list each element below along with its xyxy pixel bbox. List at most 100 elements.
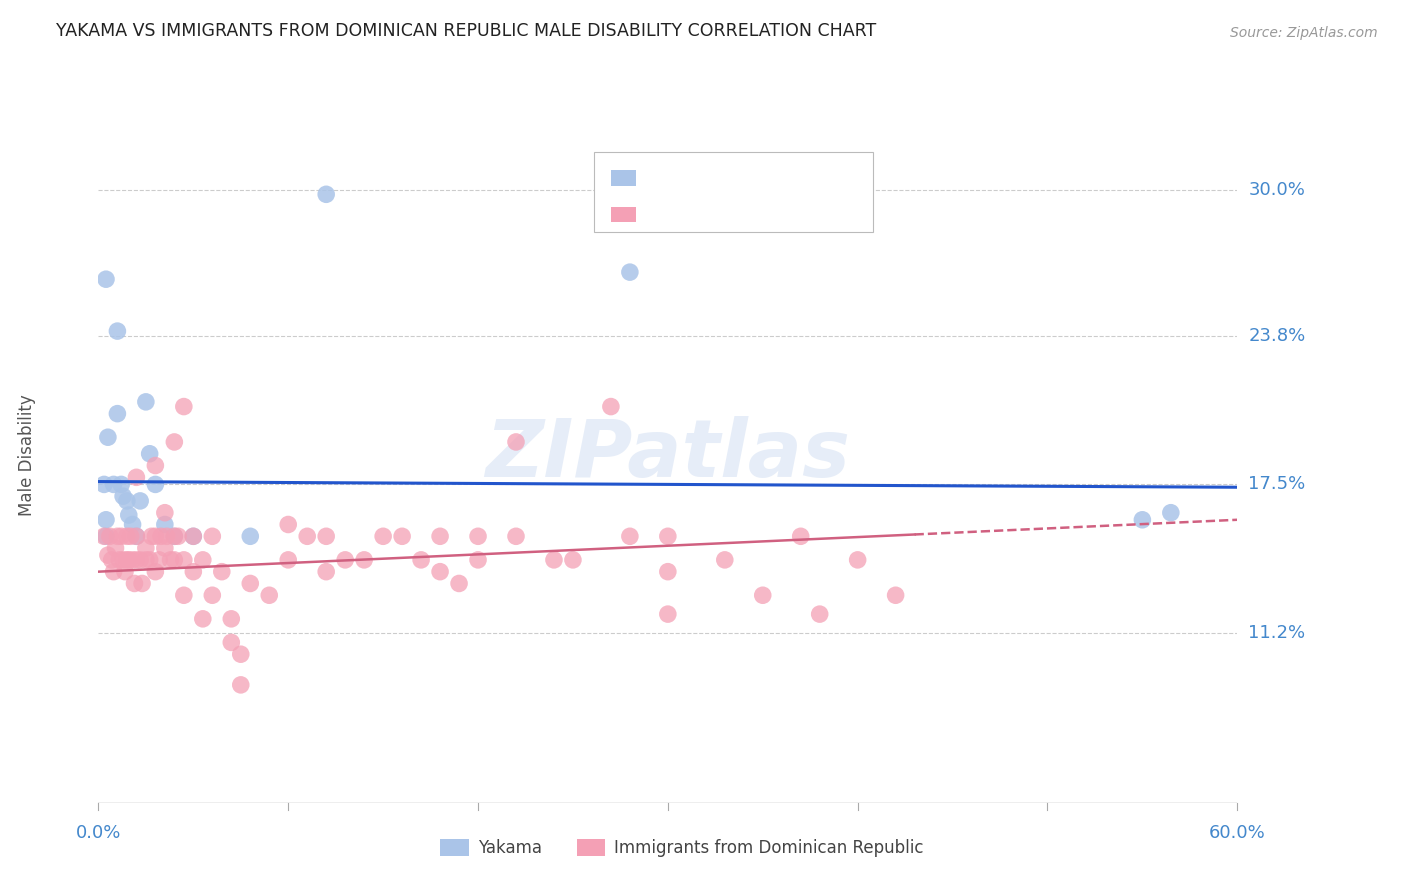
- Text: R =  0.155   N = 82: R = 0.155 N = 82: [650, 206, 825, 224]
- Point: [94, 272, 117, 286]
- Point: [163, 529, 186, 543]
- Point: [371, 529, 394, 543]
- Point: [259, 588, 281, 602]
- Point: [156, 529, 179, 543]
- Text: Yakama: Yakama: [478, 838, 541, 856]
- Point: [115, 553, 138, 567]
- Point: [107, 407, 129, 421]
- Point: [118, 553, 141, 567]
- Point: [121, 553, 143, 567]
- Point: [201, 529, 224, 543]
- Bar: [612, 207, 636, 222]
- Point: [145, 458, 167, 473]
- Point: [107, 529, 129, 543]
- Point: [391, 529, 413, 543]
- Point: [159, 553, 181, 567]
- Point: [138, 553, 160, 567]
- Point: [543, 553, 565, 567]
- Point: [714, 553, 737, 567]
- Point: [229, 678, 252, 692]
- Point: [110, 529, 132, 543]
- Text: 11.2%: 11.2%: [1249, 624, 1306, 642]
- Point: [884, 588, 907, 602]
- Point: [790, 529, 813, 543]
- Text: 0.0%: 0.0%: [76, 823, 121, 842]
- Text: 17.5%: 17.5%: [1249, 475, 1306, 493]
- Point: [103, 477, 125, 491]
- Point: [138, 447, 160, 461]
- Point: [163, 553, 186, 567]
- Point: [163, 529, 186, 543]
- Point: [429, 565, 451, 579]
- Point: [112, 553, 135, 567]
- Point: [124, 576, 146, 591]
- Point: [173, 400, 195, 414]
- Point: [657, 529, 679, 543]
- Point: [846, 553, 869, 567]
- Point: [467, 553, 489, 567]
- Point: [121, 517, 143, 532]
- Point: [135, 541, 157, 555]
- Point: [125, 529, 148, 543]
- Text: 23.8%: 23.8%: [1249, 326, 1306, 345]
- Point: [97, 548, 120, 562]
- Point: [100, 553, 122, 567]
- Point: [211, 565, 233, 579]
- Point: [150, 529, 173, 543]
- Text: Immigrants from Dominican Republic: Immigrants from Dominican Republic: [614, 838, 924, 856]
- Point: [411, 553, 433, 567]
- Bar: [576, 839, 605, 856]
- Point: [600, 400, 623, 414]
- Point: [115, 494, 138, 508]
- Point: [129, 494, 152, 508]
- Point: [429, 529, 451, 543]
- Point: [201, 588, 224, 602]
- Bar: [440, 839, 468, 856]
- Point: [191, 553, 214, 567]
- Point: [619, 529, 641, 543]
- Point: [229, 647, 252, 661]
- Point: [104, 541, 127, 555]
- Text: ZIPatlas: ZIPatlas: [485, 416, 851, 494]
- Point: [93, 529, 115, 543]
- Point: [145, 477, 167, 491]
- Point: [93, 477, 115, 491]
- Point: [183, 565, 205, 579]
- Point: [221, 612, 243, 626]
- Point: [657, 607, 679, 621]
- Point: [115, 529, 138, 543]
- Point: [562, 553, 585, 567]
- Point: [112, 489, 135, 503]
- Point: [335, 553, 357, 567]
- Text: R = -0.011   N = 26: R = -0.011 N = 26: [650, 169, 827, 186]
- Point: [183, 529, 205, 543]
- Point: [98, 529, 121, 543]
- Point: [221, 635, 243, 649]
- Point: [120, 529, 142, 543]
- Point: [657, 565, 679, 579]
- Point: [148, 553, 170, 567]
- Point: [153, 506, 176, 520]
- Point: [94, 529, 117, 543]
- Point: [141, 529, 163, 543]
- Point: [135, 395, 157, 409]
- Point: [125, 470, 148, 484]
- Point: [277, 517, 299, 532]
- Bar: [612, 170, 636, 186]
- Point: [1132, 513, 1154, 527]
- Point: [125, 553, 148, 567]
- Point: [353, 553, 375, 567]
- Text: Source: ZipAtlas.com: Source: ZipAtlas.com: [1230, 26, 1378, 40]
- Point: [135, 553, 157, 567]
- Point: [505, 529, 527, 543]
- Text: YAKAMA VS IMMIGRANTS FROM DOMINICAN REPUBLIC MALE DISABILITY CORRELATION CHART: YAKAMA VS IMMIGRANTS FROM DOMINICAN REPU…: [56, 22, 876, 40]
- Point: [315, 529, 337, 543]
- Point: [808, 607, 831, 621]
- Text: 60.0%: 60.0%: [1209, 823, 1265, 842]
- Point: [183, 529, 205, 543]
- Point: [297, 529, 319, 543]
- Point: [619, 265, 641, 279]
- Point: [131, 576, 153, 591]
- Point: [153, 517, 176, 532]
- Text: 30.0%: 30.0%: [1249, 180, 1305, 199]
